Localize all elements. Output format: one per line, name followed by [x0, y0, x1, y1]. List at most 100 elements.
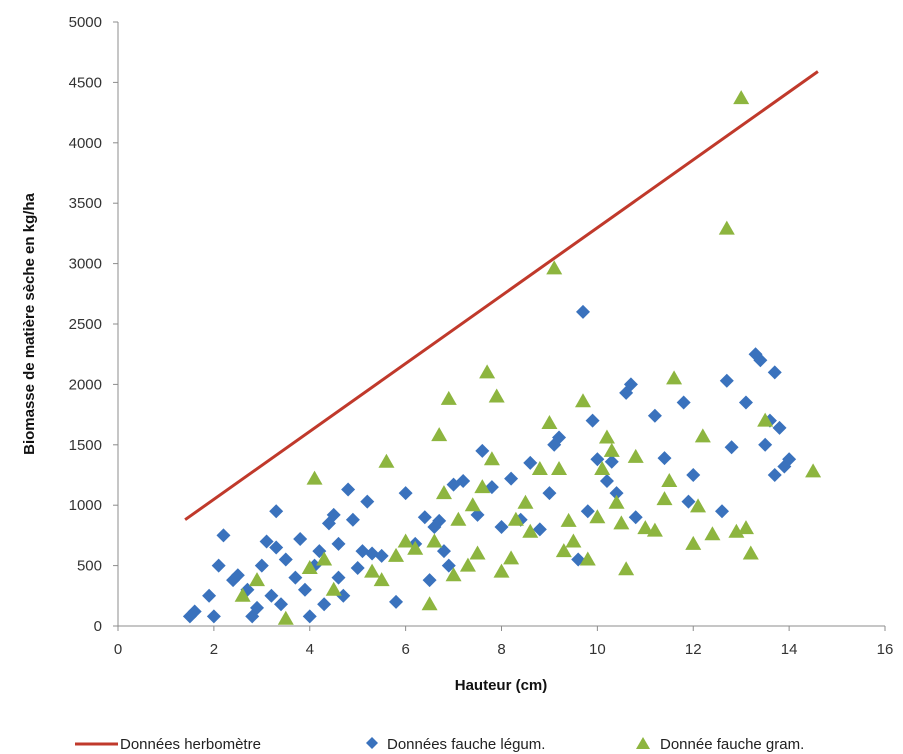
point-legum [345, 512, 360, 527]
point-legum [767, 468, 782, 482]
point-legum [647, 408, 662, 423]
point-legum [436, 544, 451, 559]
point-legum [532, 522, 547, 537]
point-gram [249, 572, 266, 587]
point-gram [426, 533, 443, 548]
series-line-herbometre [184, 70, 819, 521]
legend-marker-legum [366, 737, 378, 749]
point-legum [657, 451, 672, 466]
x-tick-label: 6 [401, 641, 409, 658]
x-tick-label: 4 [306, 641, 314, 658]
point-legum [389, 594, 404, 609]
x-tick-label: 8 [497, 641, 505, 658]
point-legum [355, 544, 370, 559]
point-gram [555, 543, 572, 558]
point-gram [445, 567, 462, 582]
point-legum [758, 437, 773, 452]
point-legum [552, 430, 567, 445]
point-legum [293, 532, 308, 547]
point-gram [421, 596, 438, 611]
point-legum [206, 609, 221, 624]
point-gram [450, 511, 467, 526]
point-legum [585, 413, 600, 428]
point-gram [608, 494, 625, 509]
point-gram [431, 427, 448, 442]
point-gram [541, 415, 558, 430]
point-gram [435, 485, 452, 500]
y-tick-label: 500 [77, 558, 102, 575]
point-legum [456, 474, 471, 489]
point-gram [742, 545, 759, 560]
point-gram [685, 535, 702, 550]
point-legum [398, 486, 413, 501]
point-legum [211, 558, 226, 573]
point-gram [316, 551, 333, 566]
point-gram [603, 442, 620, 457]
point-gram [574, 393, 591, 408]
point-legum [432, 513, 447, 528]
point-legum [738, 395, 753, 410]
point-legum [767, 365, 782, 380]
point-legum [523, 455, 538, 470]
point-legum [542, 486, 557, 501]
y-tick-label: 5000 [69, 14, 102, 31]
point-legum [623, 377, 638, 392]
point-legum [365, 546, 380, 561]
point-legum [302, 609, 317, 624]
point-legum [297, 582, 312, 597]
point-gram [388, 547, 405, 562]
point-legum [580, 504, 595, 519]
point-legum [273, 597, 288, 612]
point-gram [565, 533, 582, 548]
point-gram [757, 412, 774, 427]
point-legum [475, 443, 490, 458]
point-legum [350, 561, 365, 576]
y-tick-label: 2000 [69, 376, 102, 393]
point-gram [531, 460, 548, 475]
point-gram [646, 522, 663, 537]
point-legum [628, 510, 643, 525]
x-tick-label: 0 [114, 641, 122, 658]
point-gram [373, 572, 390, 587]
point-legum [288, 570, 303, 585]
point-gram [690, 498, 707, 513]
legend-label-legum: Données fauche légum. [387, 736, 545, 753]
point-legum [681, 494, 696, 509]
x-tick-label: 14 [781, 641, 798, 658]
point-legum [724, 440, 739, 455]
point-gram [503, 550, 520, 565]
point-gram [805, 463, 822, 478]
y-tick-label: 3500 [69, 195, 102, 212]
point-legum [187, 604, 202, 619]
legend-marker-gram [636, 737, 650, 749]
point-gram [627, 448, 644, 463]
point-legum [269, 540, 284, 555]
point-gram [728, 523, 745, 538]
x-tick-label: 16 [877, 641, 894, 658]
point-gram [407, 540, 424, 555]
point-gram [464, 497, 481, 512]
point-gram [656, 491, 673, 506]
point-legum [269, 504, 284, 519]
point-legum [575, 304, 590, 319]
point-legum [676, 395, 691, 410]
legend-label-herbometre: Données herbomètre [120, 736, 261, 753]
point-legum [753, 353, 768, 368]
point-legum [264, 588, 279, 603]
point-legum [341, 482, 356, 497]
point-gram [306, 470, 323, 485]
point-gram [560, 512, 577, 527]
point-gram [474, 479, 491, 494]
point-gram [594, 460, 611, 475]
x-axis-label: Hauteur (cm) [455, 677, 548, 694]
point-legum [504, 471, 519, 486]
point-gram [737, 520, 754, 535]
point-legum [494, 519, 509, 534]
point-legum [715, 504, 730, 519]
point-legum [772, 420, 787, 435]
point-legum [686, 468, 701, 482]
point-gram [598, 429, 615, 444]
point-gram [479, 364, 496, 379]
point-gram [459, 557, 476, 572]
